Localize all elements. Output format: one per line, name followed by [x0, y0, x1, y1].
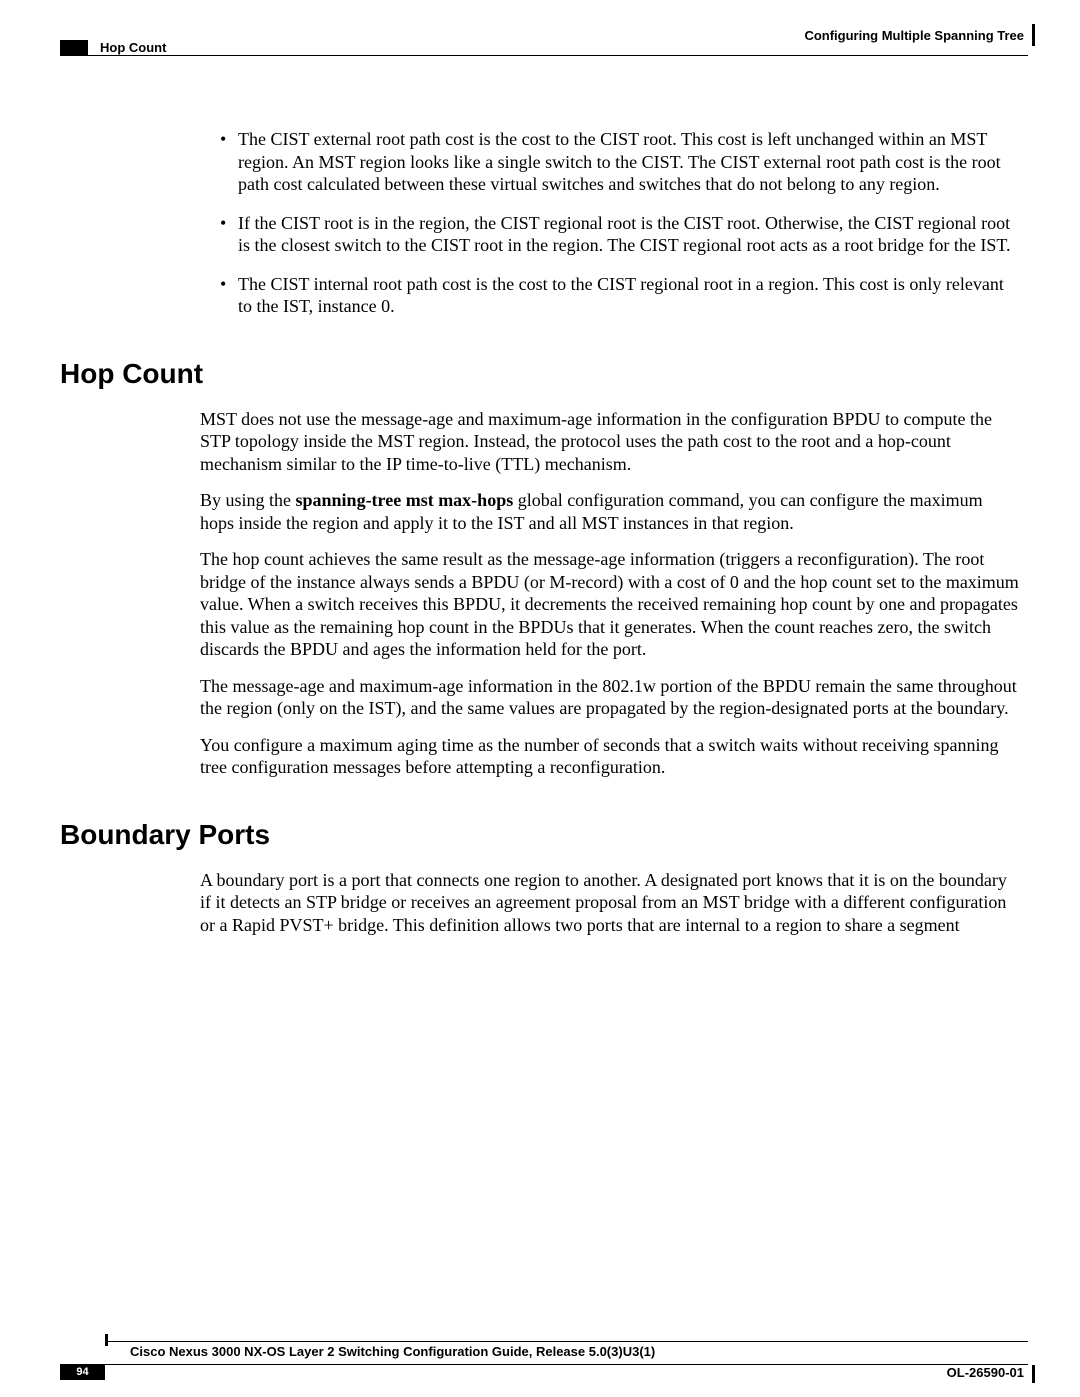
section-heading-boundary-ports: Boundary Ports [60, 819, 1028, 851]
header-section: Hop Count [100, 40, 166, 55]
boundary-ports-text: A boundary port is a port that connects … [200, 869, 1020, 937]
bullet-list: The CIST external root path cost is the … [220, 128, 1020, 318]
bullet-item: The CIST external root path cost is the … [220, 128, 1020, 196]
footer-page-number: 94 [60, 1365, 105, 1380]
hop-count-text: MST does not use the message-age and max… [200, 408, 1020, 779]
footer-rule [60, 1364, 1028, 1365]
paragraph: MST does not use the message-age and max… [200, 408, 1020, 476]
paragraph: By using the spanning-tree mst max-hops … [200, 489, 1020, 534]
footer-guide-title: Cisco Nexus 3000 NX-OS Layer 2 Switching… [130, 1344, 655, 1359]
document-page: Configuring Multiple Spanning Tree Hop C… [0, 0, 1080, 1397]
text-run: By using the [200, 490, 296, 510]
header-rule [60, 55, 1028, 56]
footer-top-rule [105, 1341, 1028, 1342]
header-chapter: Configuring Multiple Spanning Tree [804, 28, 1024, 43]
bullet-item: If the CIST root is in the region, the C… [220, 212, 1020, 257]
paragraph: A boundary port is a port that connects … [200, 869, 1020, 937]
paragraph: The message-age and maximum-age informat… [200, 675, 1020, 720]
header-bar-right [1032, 24, 1035, 46]
footer-doc-id: OL-26590-01 [947, 1365, 1024, 1380]
header-block-left [60, 40, 88, 55]
section-heading-hop-count: Hop Count [60, 358, 1028, 390]
body: The CIST external root path cost is the … [60, 128, 1028, 950]
paragraph: You configure a maximum aging time as th… [200, 734, 1020, 779]
bullet-item: The CIST internal root path cost is the … [220, 273, 1020, 318]
paragraph: The hop count achieves the same result a… [200, 548, 1020, 661]
footer-top-bar [105, 1334, 108, 1346]
command-name: spanning-tree mst max-hops [296, 490, 514, 510]
footer-bar-right [1032, 1365, 1035, 1383]
